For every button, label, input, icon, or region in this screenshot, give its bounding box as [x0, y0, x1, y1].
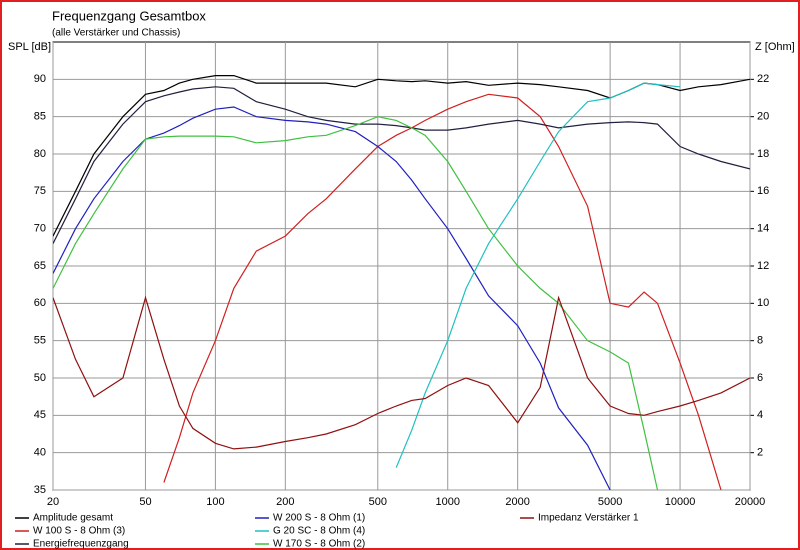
y-tick-label: 55 — [34, 335, 46, 347]
legend-label: W 170 S - 8 Ohm (2) — [273, 539, 365, 550]
series-line — [53, 295, 750, 450]
x-tick-label: 2000 — [505, 496, 529, 508]
y-tick-label: 60 — [34, 297, 46, 309]
series-line — [395, 82, 681, 468]
x-tick-label: 20 — [47, 496, 59, 508]
y2-tick-label: 22 — [757, 73, 769, 85]
y2-tick-label: 6 — [757, 372, 763, 384]
y-tick-label: 40 — [34, 447, 46, 459]
x-tick-label: 10000 — [665, 496, 696, 508]
chart-title: Frequenzgang Gesamtbox — [52, 8, 206, 23]
legend-label: G 20 SC - 8 Ohm (4) — [273, 526, 365, 537]
y-tick-label: 90 — [34, 73, 46, 85]
x-tick-label: 500 — [369, 496, 387, 508]
legend-label: W 200 S - 8 Ohm (1) — [273, 513, 365, 524]
legend-label: W 100 S - 8 Ohm (3) — [33, 526, 125, 537]
x-tick-label: 1000 — [435, 496, 459, 508]
chart-subtitle: (alle Verstärker und Chassis) — [52, 28, 180, 39]
y-axis-label: SPL [dB] — [8, 41, 51, 53]
y2-tick-label: 18 — [757, 148, 769, 160]
y2-axis-label: Z [Ohm] — [755, 41, 795, 53]
y2-tick-label: 4 — [757, 409, 763, 421]
series-line — [53, 106, 611, 490]
y-tick-label: 35 — [34, 484, 46, 496]
x-tick-label: 5000 — [598, 496, 622, 508]
y2-tick-label: 16 — [757, 185, 769, 197]
y2-tick-label: 2 — [757, 447, 763, 459]
x-tick-label: 200 — [276, 496, 294, 508]
y-tick-label: 65 — [34, 260, 46, 272]
series-line — [53, 86, 750, 244]
y-tick-label: 85 — [34, 111, 46, 123]
y2-tick-label: 14 — [757, 223, 769, 235]
y-tick-label: 80 — [34, 148, 46, 160]
y-tick-label: 50 — [34, 372, 46, 384]
y2-tick-label: 20 — [757, 111, 769, 123]
x-tick-label: 50 — [139, 496, 151, 508]
y-tick-label: 70 — [34, 223, 46, 235]
y2-tick-label: 10 — [757, 297, 769, 309]
legend-label: Impedanz Verstärker 1 — [538, 513, 639, 524]
x-tick-label: 20000 — [735, 496, 766, 508]
y-tick-label: 75 — [34, 185, 46, 197]
y-tick-label: 45 — [34, 409, 46, 421]
y2-tick-label: 12 — [757, 260, 769, 272]
x-tick-label: 100 — [206, 496, 224, 508]
legend-label: Amplitude gesamt — [33, 513, 113, 524]
y2-tick-label: 8 — [757, 335, 763, 347]
legend-label: Energiefrequenzgang — [33, 539, 129, 550]
series-line — [163, 93, 722, 490]
